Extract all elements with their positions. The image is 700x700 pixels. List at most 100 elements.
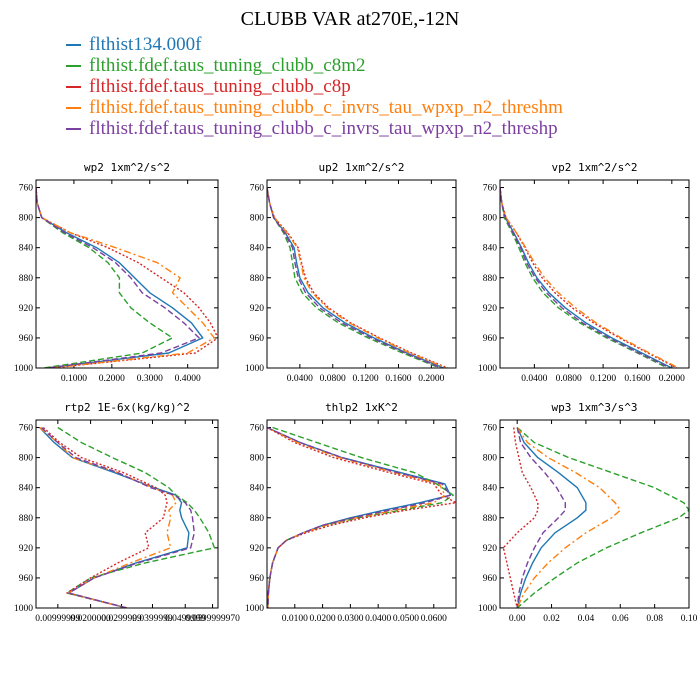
series-line bbox=[267, 187, 440, 368]
series-line bbox=[516, 427, 587, 608]
series-line bbox=[502, 427, 539, 608]
series-line bbox=[42, 426, 168, 608]
y-tick-label: 1000 bbox=[14, 364, 33, 374]
y-tick-label: 880 bbox=[250, 514, 265, 524]
legend-label: flthist.fdef.taus_tuning_clubb_c_invrs_t… bbox=[89, 117, 558, 139]
x-tick-label: 0.0400 bbox=[365, 614, 391, 624]
series-line bbox=[57, 426, 216, 608]
x-tick-label: 0.02 bbox=[543, 614, 560, 624]
x-tick-label: 0.00999999 bbox=[35, 614, 80, 624]
y-tick-label: 760 bbox=[19, 424, 34, 434]
plot-frame bbox=[35, 179, 219, 369]
series-line bbox=[39, 427, 190, 608]
y-tick-label: 880 bbox=[19, 514, 34, 524]
plot-frame bbox=[499, 179, 690, 369]
x-tick-label: 0.0800 bbox=[320, 374, 346, 384]
y-tick-label: 800 bbox=[250, 214, 265, 224]
series-line bbox=[516, 427, 621, 608]
y-tick-label: 800 bbox=[483, 214, 498, 224]
panel-1: wp2 1xm^2/s^2 760 800 840 880 920 960 1000 0.100… bbox=[14, 161, 219, 384]
legend-swatch bbox=[66, 127, 81, 130]
x-tick-label: 0.2000 bbox=[418, 374, 444, 384]
y-tick-label: 840 bbox=[483, 484, 498, 494]
legend-item: flthist.fdef.taus_tuning_clubb_c8m2 bbox=[66, 55, 563, 76]
legend-item: flthist.fdef.taus_tuning_clubb_c_invrs_t… bbox=[66, 97, 563, 118]
y-tick-label: 880 bbox=[250, 274, 265, 284]
x-tick-label: 0.0499999 bbox=[165, 614, 206, 624]
series-line bbox=[516, 426, 689, 608]
y-tick-label: 920 bbox=[250, 544, 265, 554]
y-tick-label: 960 bbox=[250, 574, 265, 584]
panel-title: vp2 1xm^2/s^2 bbox=[551, 161, 637, 174]
y-tick-label: 760 bbox=[483, 424, 498, 434]
x-tick-label: 0.0800 bbox=[556, 374, 582, 384]
series-line bbox=[267, 187, 442, 368]
x-tick-label: 0.08 bbox=[646, 614, 663, 624]
legend-label: flthist.fdef.taus_tuning_clubb_c8p bbox=[89, 75, 351, 97]
series-line bbox=[36, 187, 218, 368]
panel-4: rtp2 1E-6x(kg/kg)^2 760 800 840 880 920 960 100… bbox=[14, 401, 240, 624]
x-tick-label: 0.1600 bbox=[385, 374, 411, 384]
panel-6: wp3 1xm^3/s^3 760 800 840 880 920 960 1000 0.00 0… bbox=[478, 401, 698, 624]
y-tick-label: 880 bbox=[483, 274, 498, 284]
y-tick-label: 1000 bbox=[245, 604, 264, 614]
series-line bbox=[267, 426, 446, 608]
legend-swatch bbox=[66, 64, 81, 67]
series-line bbox=[36, 187, 200, 368]
x-tick-label: 0.1200 bbox=[353, 374, 379, 384]
series-line bbox=[267, 426, 454, 608]
plot-frame bbox=[35, 419, 219, 609]
y-tick-label: 840 bbox=[19, 244, 34, 254]
y-tick-label: 760 bbox=[19, 184, 34, 194]
y-tick-label: 960 bbox=[19, 574, 34, 584]
series-line bbox=[41, 426, 196, 608]
y-tick-label: 920 bbox=[19, 544, 34, 554]
legend-swatch bbox=[66, 106, 81, 109]
x-tick-label: 0.04 bbox=[578, 614, 595, 624]
x-tick-label: 0.1000 bbox=[61, 374, 87, 384]
panel-title: thlp2 1xK^2 bbox=[325, 401, 398, 414]
legend-swatch bbox=[66, 43, 81, 46]
y-tick-label: 960 bbox=[19, 334, 34, 344]
y-tick-label: 840 bbox=[19, 484, 34, 494]
y-tick-label: 800 bbox=[19, 214, 34, 224]
panel-title: up2 1xm^2/s^2 bbox=[318, 161, 404, 174]
y-tick-label: 1000 bbox=[478, 364, 497, 374]
y-tick-label: 920 bbox=[483, 544, 498, 554]
legend-label: flthist.fdef.taus_tuning_clubb_c_invrs_t… bbox=[89, 96, 563, 118]
x-tick-label: 0.3000 bbox=[137, 374, 163, 384]
y-tick-label: 760 bbox=[483, 184, 498, 194]
x-tick-label: 0.2000 bbox=[659, 374, 685, 384]
x-tick-label: 0.2000 bbox=[99, 374, 125, 384]
y-tick-label: 1000 bbox=[14, 604, 33, 614]
y-tick-label: 920 bbox=[19, 304, 34, 314]
plot-frame bbox=[266, 419, 457, 609]
x-tick-label: 0.0599999970 bbox=[185, 614, 240, 624]
x-tick-label: 0.0100 bbox=[282, 614, 308, 624]
legend-item: flthist.fdef.taus_tuning_clubb_c_invrs_t… bbox=[66, 118, 563, 139]
series-line bbox=[516, 427, 566, 608]
x-tick-label: 0.0200 bbox=[310, 614, 336, 624]
x-tick-label: 0.0300 bbox=[337, 614, 363, 624]
legend: flthist134.000f flthist.fdef.taus_tuning… bbox=[66, 34, 563, 139]
series-line bbox=[267, 187, 449, 368]
y-tick-label: 840 bbox=[483, 244, 498, 254]
y-tick-label: 880 bbox=[19, 274, 34, 284]
series-line bbox=[500, 187, 678, 368]
series-line bbox=[267, 187, 444, 368]
plot-frame bbox=[266, 179, 457, 369]
x-tick-label: 0.0500 bbox=[393, 614, 419, 624]
series-line bbox=[36, 187, 215, 368]
series-line bbox=[267, 187, 447, 368]
series-line bbox=[267, 426, 452, 608]
y-tick-label: 840 bbox=[250, 484, 265, 494]
x-tick-label: 0.0600 bbox=[421, 614, 447, 624]
x-tick-label: 0.0400 bbox=[287, 374, 313, 384]
x-tick-label: 0.4000 bbox=[175, 374, 201, 384]
series-line bbox=[39, 426, 177, 608]
x-tick-label: 0.0200000 bbox=[70, 614, 111, 624]
y-tick-label: 960 bbox=[483, 334, 498, 344]
legend-item: flthist134.000f bbox=[66, 34, 563, 55]
